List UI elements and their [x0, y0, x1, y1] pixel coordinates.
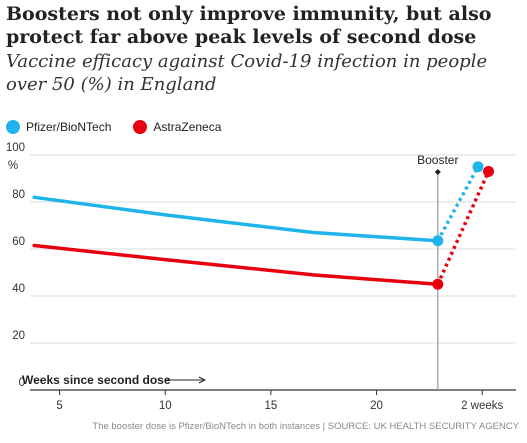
booster-dotted-line-astrazeneca [436, 170, 491, 285]
point-second-dose-pfizer-biontech [432, 235, 444, 247]
legend-label-pfizer: Pfizer/BioNTech [26, 120, 112, 134]
chart-title: Boosters not only improve immunity, but … [6, 3, 492, 48]
chart-subtitle: Vaccine efficacy against Covid-19 infect… [6, 51, 488, 95]
label-layer: 0 20 40 60 80 100% 5 10 15 20 2 weeks Booster Weeks … [6, 142, 504, 412]
x-tick-label-15: 15 [264, 400, 277, 412]
legend-swatch-astrazeneca [133, 120, 148, 134]
y-axis-unit-label: % [8, 160, 18, 172]
y-tick-label-0: 0 [19, 377, 25, 389]
legend-item-pfizer: Pfizer/BioNTech [6, 120, 111, 134]
y-tick-label-100: 100 [6, 142, 25, 154]
point-booster-pfizer-biontech [472, 161, 484, 173]
legend-label-astrazeneca: AstraZeneca [153, 120, 222, 134]
y-tick-label-60: 60 [12, 236, 25, 248]
point-second-dose-astrazeneca [432, 278, 444, 290]
y-tick-label-20: 20 [12, 330, 25, 342]
x-tick-label-10: 10 [159, 400, 172, 412]
booster-label: Booster [417, 153, 458, 167]
x-axis-title: Weeks since second dose [22, 373, 171, 387]
booster-marker [434, 169, 441, 175]
series-line-pfizer-biontech [32, 195, 440, 243]
legend-item-astrazeneca: AstraZeneca [133, 120, 221, 134]
axis-layer [30, 169, 516, 395]
footer-source-note: The booster dose is Pfizer/BioNTech in b… [92, 421, 519, 432]
legend: Pfizer/BioNTech AstraZeneca [6, 118, 243, 136]
y-tick-label-40: 40 [12, 283, 25, 295]
booster-dotted-line-pfizer-biontech [436, 165, 480, 242]
x-tick-label-25: 2 weeks [461, 400, 503, 412]
x-axis-title-arrow-head [198, 376, 207, 384]
point-booster-astrazeneca [483, 165, 495, 177]
x-tick-label-20: 20 [370, 400, 383, 412]
series-layer [32, 161, 495, 290]
legend-swatch-pfizer [6, 120, 20, 134]
y-tick-label-80: 80 [12, 189, 25, 201]
x-tick-label-5: 5 [56, 400, 62, 412]
series-line-astrazeneca [32, 243, 440, 287]
grid-layer [30, 154, 516, 344]
